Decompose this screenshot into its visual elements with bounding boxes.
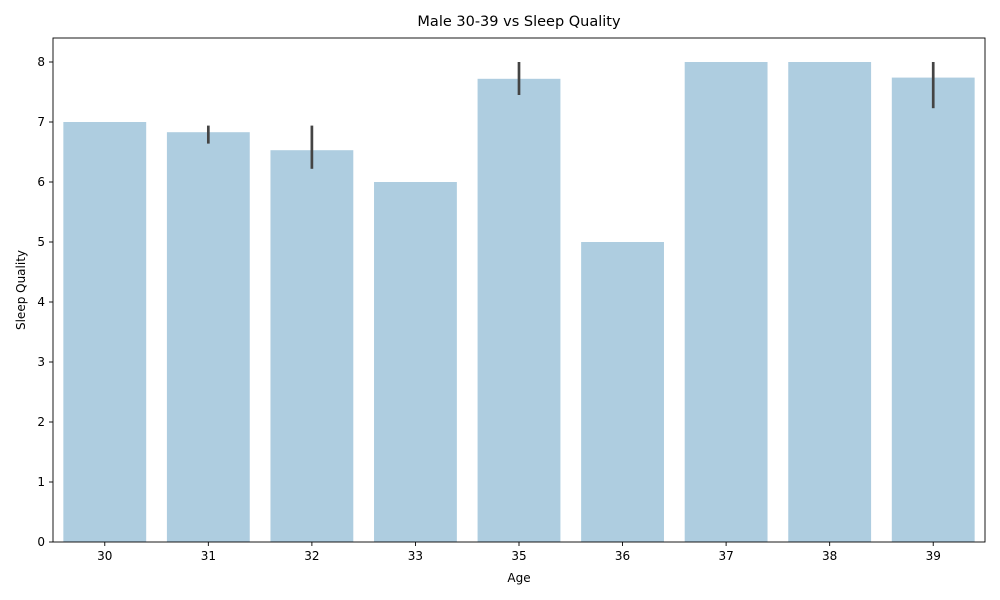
x-tick-label: 30 bbox=[97, 549, 112, 563]
y-tick-label: 2 bbox=[37, 415, 45, 429]
bar-37 bbox=[684, 62, 768, 542]
y-axis: 0 1 2 3 4 5 6 7 8 bbox=[37, 55, 53, 549]
error-bars-group bbox=[206, 62, 935, 169]
bar-39 bbox=[891, 77, 975, 542]
y-axis-label: Sleep Quality bbox=[14, 250, 28, 330]
y-tick-label: 6 bbox=[37, 175, 45, 189]
y-tick-label: 1 bbox=[37, 475, 45, 489]
y-tick-label: 5 bbox=[37, 235, 45, 249]
x-tick-label: 37 bbox=[718, 549, 733, 563]
plot-frame bbox=[52, 37, 986, 543]
bars-group bbox=[63, 62, 975, 543]
bar-31 bbox=[166, 132, 250, 542]
chart-title: Male 30-39 vs Sleep Quality bbox=[417, 14, 621, 30]
x-axis: 30 31 32 33 35 36 37 38 39 bbox=[97, 542, 941, 563]
bar-32 bbox=[270, 150, 354, 542]
y-tick-label: 8 bbox=[37, 55, 45, 69]
x-tick-label: 38 bbox=[822, 549, 837, 563]
y-tick-label: 0 bbox=[37, 535, 45, 549]
y-tick-label: 4 bbox=[37, 295, 45, 309]
bar-35 bbox=[477, 78, 561, 543]
bar-30 bbox=[63, 122, 147, 542]
x-axis-label: Age bbox=[507, 571, 530, 585]
x-tick-label: 36 bbox=[615, 549, 630, 563]
bar-36 bbox=[581, 242, 664, 542]
x-tick-label: 31 bbox=[201, 549, 216, 563]
bar-38 bbox=[788, 62, 872, 542]
x-tick-label: 39 bbox=[926, 549, 941, 563]
x-tick-label: 32 bbox=[304, 549, 319, 563]
y-tick-label: 3 bbox=[37, 355, 45, 369]
x-tick-label: 35 bbox=[511, 549, 526, 563]
y-tick-label: 7 bbox=[37, 115, 45, 129]
bar-33 bbox=[374, 182, 457, 542]
x-tick-label: 33 bbox=[408, 549, 423, 563]
